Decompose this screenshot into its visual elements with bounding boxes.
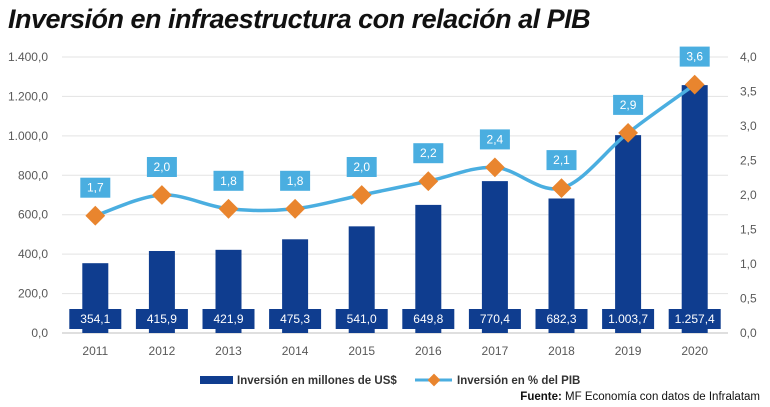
bar-data-label: 770,4 [480, 312, 510, 326]
line-marker [551, 178, 572, 198]
legend-line-marker [427, 373, 441, 387]
x-tick-label: 2013 [215, 344, 242, 358]
line-marker [418, 171, 439, 192]
x-tick-label: 2018 [548, 344, 575, 358]
line-marker [152, 185, 172, 205]
line-path [94, 83, 696, 218]
legend: Inversión en millones de US$ Inversión e… [200, 373, 580, 387]
bar-label-box [602, 309, 655, 329]
source-note: Fuente: MF Economía con datos de Infrala… [520, 391, 760, 403]
x-tick-label: 2014 [282, 344, 309, 358]
line-label-box [413, 143, 444, 164]
bar-label-box [535, 309, 588, 329]
y-right-tick-label: 1,5 [740, 223, 757, 237]
x-tick-label: 2012 [149, 344, 176, 358]
line-data-label: 2,1 [553, 153, 570, 167]
line-label-box [546, 150, 577, 171]
bar-data-label: 1.003,7 [608, 312, 648, 326]
bar-label-box [135, 309, 188, 329]
y-right-tick-label: 1,0 [740, 257, 757, 271]
line-marker [351, 185, 372, 205]
y-right-tick-label: 2,5 [740, 154, 757, 168]
bar-data-label: 649,8 [413, 312, 443, 326]
legend-bar-swatch [200, 376, 233, 384]
line-data-label: 2,2 [420, 146, 437, 160]
bar-data-label: 421,9 [213, 312, 243, 326]
y-right-tick-label: 4,0 [740, 50, 757, 64]
line-label-box [280, 170, 311, 191]
bar-data-label: 541,0 [347, 312, 377, 326]
y-right-tick-label: 3,0 [740, 119, 757, 133]
y-left-tick-label: 800,0 [18, 168, 48, 182]
x-tick-label: 2015 [348, 344, 375, 358]
line-data-label: 3,6 [686, 50, 703, 64]
y-left-tick-label: 1.200,0 [8, 89, 48, 103]
y-left-tick-label: 1.000,0 [8, 129, 48, 143]
legend-bar-label: Inversión en millones de US$ [237, 375, 397, 387]
bar-label-box [402, 309, 455, 329]
source-label: Fuente: [520, 391, 562, 403]
line-label-box [146, 157, 177, 177]
y-right-tick-label: 0,0 [740, 326, 757, 340]
x-tick-label: 2017 [482, 344, 509, 358]
line-data-label: 2,0 [154, 160, 171, 174]
y-axis-right: 0,0 0,5 1,0 1,5 2,0 2,5 3,0 3,5 4,0 [740, 50, 757, 340]
bar-label-box [668, 309, 721, 329]
line-marker [485, 157, 505, 178]
bar-data-label: 354,1 [80, 312, 110, 326]
bar-label-box [335, 309, 388, 329]
bar-data-label: 1.257,4 [675, 312, 715, 326]
line-data-label: 1,8 [287, 174, 304, 188]
bar-labels: 354,1 415,9 421,9 475,3 541,0 649,8 770,4 682,3… [69, 309, 721, 329]
y-axis-left: 0,0 200,0 400,0 600,0 800,0 1.000,0 1.200,0 1.4… [8, 50, 48, 340]
line-label-box [613, 94, 644, 115]
line-data-label: 1,8 [220, 174, 237, 188]
line-marker [85, 205, 106, 226]
line-label-box [479, 129, 510, 150]
bar-label-box [69, 309, 122, 329]
y-right-tick-label: 3,5 [740, 85, 757, 99]
x-axis: 2011 2012 2013 2014 2015 2016 2017 2018 2019 2020 [82, 344, 708, 358]
line-data-label: 1,7 [87, 181, 104, 195]
y-left-tick-label: 1.400,0 [8, 50, 48, 64]
bar-data-label: 475,3 [280, 312, 310, 326]
bar-data-label: 682,3 [546, 312, 576, 326]
x-tick-label: 2016 [415, 344, 442, 358]
legend-line-label: Inversión en % del PIB [457, 375, 580, 387]
x-tick-label: 2019 [615, 344, 642, 358]
line-labels: 1,7 2,0 1,8 1,8 2,0 2,2 2,4 2,1 2,9 3,6 [80, 46, 710, 198]
x-tick-label: 2011 [82, 344, 108, 358]
bar-label-box [202, 309, 255, 329]
line-data-label: 2,0 [353, 160, 370, 174]
bar-series [82, 85, 708, 333]
line-label-box [679, 46, 710, 67]
bar [615, 135, 642, 333]
y-left-tick-label: 400,0 [18, 247, 48, 261]
x-tick-label: 2020 [681, 344, 708, 358]
line-marker [285, 198, 305, 219]
line-data-label: 2,4 [487, 132, 504, 146]
bar-label-box [468, 309, 521, 329]
line-label-box [346, 157, 377, 177]
source-text: MF Economía con datos de Infralatam [565, 391, 760, 403]
line-label-box [213, 170, 244, 191]
y-left-tick-label: 200,0 [18, 287, 48, 301]
y-left-tick-label: 600,0 [18, 208, 48, 222]
line-data-label: 2,9 [620, 98, 637, 112]
bar-data-label: 415,9 [147, 312, 177, 326]
line-marker [218, 198, 239, 219]
y-right-tick-label: 2,0 [740, 188, 757, 202]
y-left-tick-label: 0,0 [31, 326, 48, 340]
y-right-tick-label: 0,5 [740, 292, 757, 306]
line-label-box [80, 177, 111, 198]
line-series [85, 74, 705, 226]
bar [681, 85, 708, 333]
chart-title: Inversión en infraestructura con relació… [8, 4, 591, 34]
bar [481, 181, 508, 333]
bar-label-box [269, 309, 322, 329]
